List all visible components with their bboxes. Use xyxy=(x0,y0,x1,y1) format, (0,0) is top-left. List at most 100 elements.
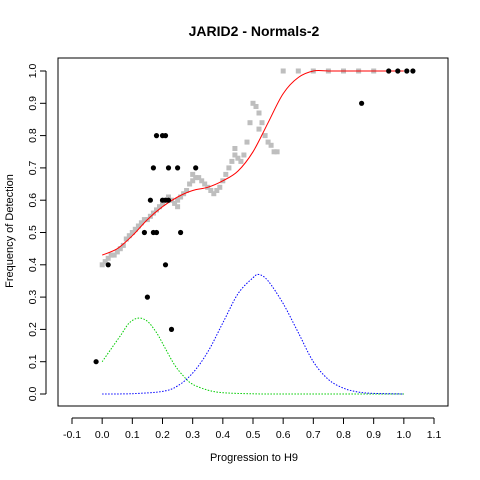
x-tick-label: 0.9 xyxy=(366,429,381,441)
background-point xyxy=(193,175,199,181)
background-point xyxy=(238,158,244,164)
y-axis: 0.0 0.1 0.2 0.3 0.4 0.5 0.6 0.7 0.8 0.9 1.0 xyxy=(27,64,47,402)
sample-point xyxy=(141,229,147,236)
sample-point xyxy=(147,197,153,203)
background-point xyxy=(247,120,253,126)
background-point xyxy=(190,171,196,177)
x-tick-label: 0.5 xyxy=(246,429,261,441)
background-point xyxy=(256,110,262,116)
density-curve-1 xyxy=(101,317,404,395)
background-point xyxy=(175,204,181,210)
background-point xyxy=(126,233,132,239)
background-point xyxy=(175,197,181,203)
y-tick-label: 0.0 xyxy=(27,387,39,402)
background-point xyxy=(129,230,135,235)
background-point xyxy=(187,181,193,187)
background-point xyxy=(235,155,241,161)
background-point xyxy=(274,149,280,155)
sample-point xyxy=(153,133,160,139)
background-point xyxy=(199,178,205,184)
x-tick-label: 1.0 xyxy=(397,429,412,441)
background-point xyxy=(226,165,232,171)
background-point xyxy=(123,236,129,242)
background-point xyxy=(184,188,190,193)
x-tick-label: 1.1 xyxy=(427,429,442,441)
x-tick-label: 0.7 xyxy=(306,429,321,441)
background-point xyxy=(202,181,208,187)
x-axis: -0.1 0.0 0.1 0.2 0.3 0.4 0.5 0.6 0.7 0.8 0.9 1.0 1.1 xyxy=(63,417,442,441)
plot-area xyxy=(93,68,416,395)
background-point xyxy=(217,184,223,190)
sample-point xyxy=(105,262,111,268)
background-point xyxy=(138,220,144,226)
sample-point xyxy=(162,262,169,268)
sample-point xyxy=(193,165,199,171)
x-tick-label: 0.1 xyxy=(125,429,140,441)
background-point xyxy=(208,188,214,193)
sample-point xyxy=(168,326,175,332)
x-axis-title: Progression to H9 xyxy=(210,452,298,464)
background-point xyxy=(265,139,271,145)
x-tick-label: 0.8 xyxy=(336,429,351,441)
background-point xyxy=(271,149,277,155)
background-point xyxy=(105,255,111,261)
background-point xyxy=(111,252,117,258)
sample-point xyxy=(165,197,172,203)
background-point xyxy=(196,175,202,181)
background-point xyxy=(108,252,114,258)
plot-frame xyxy=(57,57,449,407)
background-point xyxy=(211,191,217,197)
sample-point xyxy=(404,68,410,74)
background-point xyxy=(232,146,238,151)
y-tick-label: 0.6 xyxy=(27,193,39,208)
x-tick-label: -0.1 xyxy=(63,429,81,441)
x-tick-label: 0.3 xyxy=(185,429,200,441)
background-point xyxy=(250,100,256,106)
background-point xyxy=(232,152,238,158)
background-point xyxy=(280,68,286,74)
fitted-curve xyxy=(101,70,404,256)
background-point xyxy=(190,178,196,184)
sample-point xyxy=(93,359,99,365)
y-tick-label: 1.0 xyxy=(27,64,39,79)
background-point xyxy=(223,171,229,177)
x-tick-label: 0.0 xyxy=(95,429,110,441)
background-point xyxy=(214,188,220,193)
background-point xyxy=(244,139,250,145)
y-tick-label: 0.8 xyxy=(27,128,39,143)
background-point xyxy=(132,226,138,232)
sample-point xyxy=(386,68,392,74)
background-point xyxy=(166,194,171,200)
y-tick-label: 0.1 xyxy=(27,354,39,369)
y-tick-label: 0.9 xyxy=(27,96,39,111)
background-point xyxy=(141,217,147,223)
background-point xyxy=(114,249,120,255)
background-point xyxy=(259,120,265,126)
background-point xyxy=(253,104,259,109)
x-tick-label: 0.6 xyxy=(276,429,291,441)
background-point xyxy=(256,126,262,132)
background-point xyxy=(178,194,184,200)
sample-point xyxy=(175,165,181,171)
density-curve-2 xyxy=(102,273,404,395)
y-tick-label: 0.2 xyxy=(27,322,39,337)
background-point xyxy=(154,207,159,213)
background-point xyxy=(268,142,274,148)
background-point xyxy=(295,68,301,74)
background-point xyxy=(135,223,141,229)
sample-point xyxy=(165,165,172,171)
background-point xyxy=(241,152,247,158)
y-tick-label: 0.4 xyxy=(27,257,39,272)
sample-point xyxy=(395,68,401,74)
background-point xyxy=(102,259,108,265)
y-tick-label: 0.5 xyxy=(27,225,39,240)
sample-point xyxy=(162,133,169,139)
background-point xyxy=(229,158,235,164)
y-axis-title: Frequency of Detection xyxy=(4,174,16,288)
background-point xyxy=(157,204,162,210)
background-point xyxy=(150,210,156,216)
x-tick-label: 0.4 xyxy=(216,429,231,441)
background-point xyxy=(160,200,165,206)
